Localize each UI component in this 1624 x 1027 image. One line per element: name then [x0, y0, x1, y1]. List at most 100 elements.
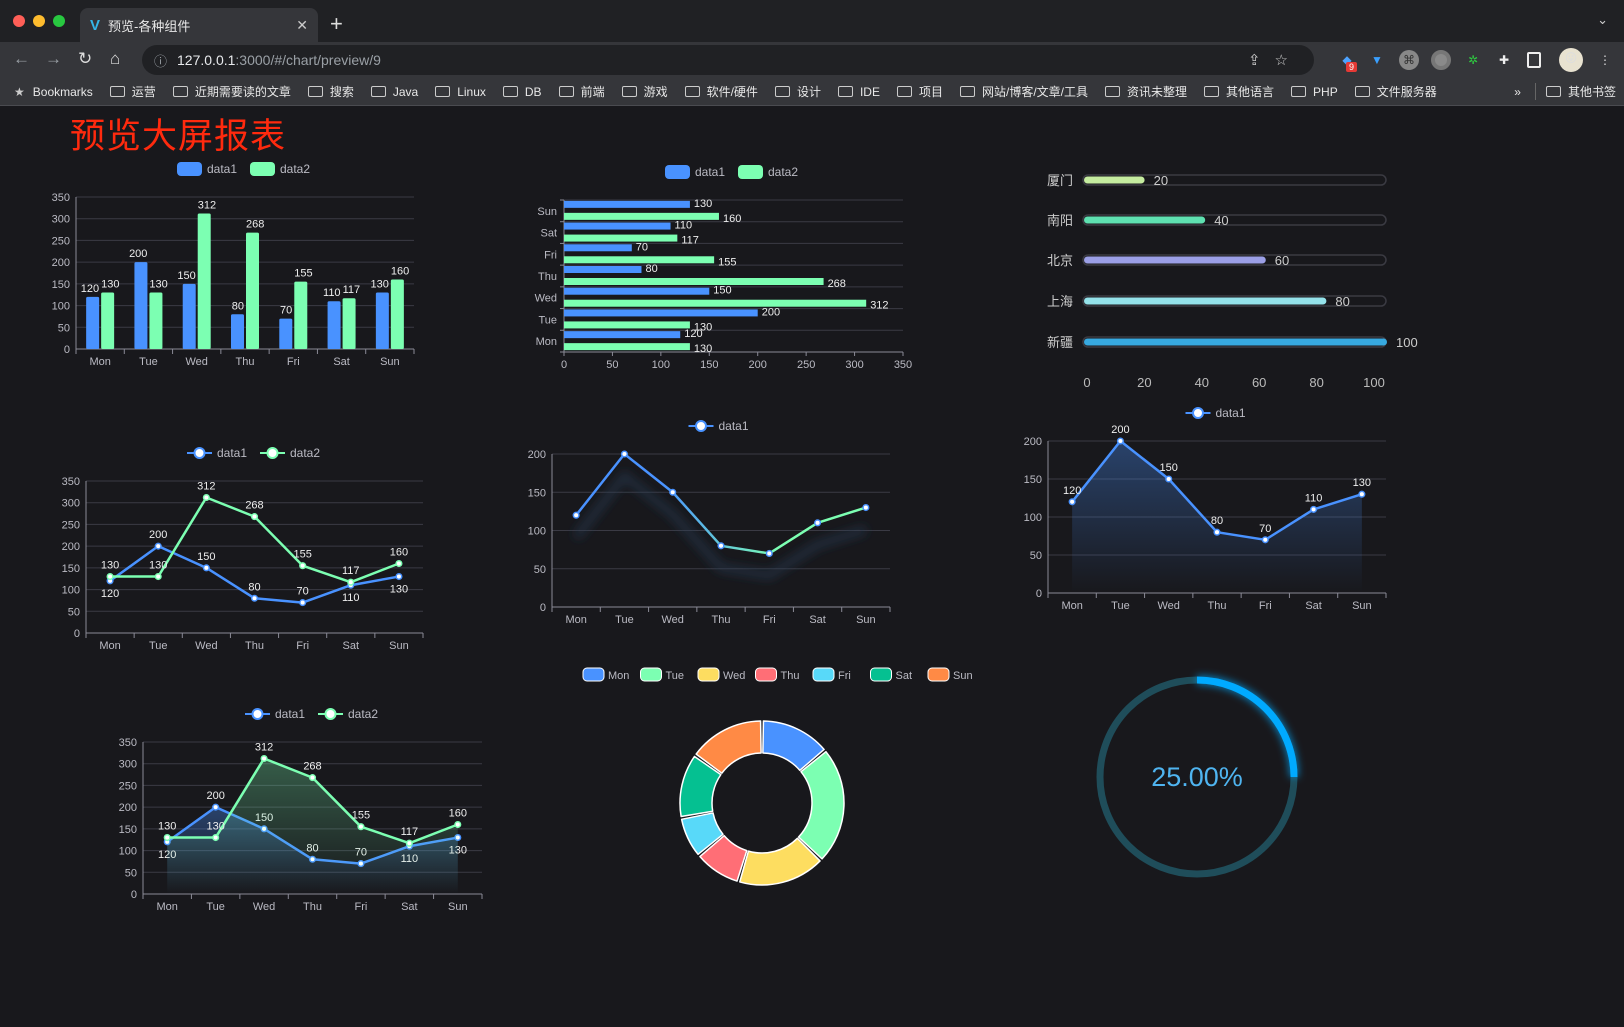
legend-item-data1[interactable]: data1	[177, 162, 237, 176]
close-tab-icon[interactable]: ✕	[296, 16, 308, 33]
extension-badge: 9	[1346, 62, 1358, 72]
legend-item-Fri[interactable]: Fri	[812, 667, 851, 682]
data-point-data2-Sun	[454, 820, 462, 829]
legend-item-Sat[interactable]: Sat	[870, 667, 913, 682]
legend-item-data1[interactable]: data1	[187, 446, 247, 460]
bookmark-label: 文件服务器	[1376, 85, 1437, 99]
record-extension-icon[interactable]	[1431, 50, 1451, 70]
bookmark-folder[interactable]: 软件/硬件	[684, 83, 758, 100]
menu-kebab-icon[interactable]: ⋮	[1599, 53, 1611, 67]
bookmark-folder[interactable]: 其他语言	[1204, 83, 1274, 100]
bar-data2-Sat	[342, 298, 356, 349]
legend-label: Mon	[608, 670, 629, 682]
y-tick-label: 350	[119, 737, 137, 749]
legend-item-Tue[interactable]: Tue	[640, 667, 685, 682]
donut-slice-Thu[interactable]	[699, 834, 748, 882]
progress-value-label: 100	[1396, 335, 1418, 350]
extension-icon[interactable]: ◆	[1342, 53, 1352, 67]
legend-item-Mon[interactable]: Mon	[582, 667, 629, 682]
donut-slice-Sun[interactable]	[695, 720, 762, 774]
legend-swatch-icon	[697, 667, 720, 682]
point-value-label: 80	[248, 581, 260, 593]
x-tick-label: Fri	[355, 901, 368, 913]
bookmark-folder[interactable]: 近期需要读的文章	[172, 83, 291, 100]
bookmark-folder[interactable]: Java	[370, 85, 418, 99]
bookmark-folder[interactable]: IDE	[837, 85, 880, 99]
legend-item-data1[interactable]: data1	[665, 165, 725, 179]
bookmark-folder[interactable]: 资讯未整理	[1105, 83, 1187, 100]
folder-icon	[959, 86, 975, 97]
x-tick-label: 100	[652, 359, 670, 371]
bookmark-folder[interactable]: 搜索	[307, 83, 354, 100]
point-value-label: 130	[158, 821, 176, 833]
close-window-button[interactable]	[13, 15, 25, 27]
point-value-label: 110	[1305, 492, 1323, 504]
extensions-puzzle-icon[interactable]: ✚	[1498, 53, 1510, 67]
star-extension-icon[interactable]: ✲	[1467, 53, 1479, 67]
bookmark-folder[interactable]: DB	[502, 85, 542, 99]
other-bookmarks-folder[interactable]: 其他书签	[1534, 83, 1616, 100]
more-bookmarks-button[interactable]: »	[1514, 84, 1521, 99]
back-icon[interactable]: ←	[13, 49, 30, 68]
data-point-data1-Fri	[765, 549, 773, 558]
bar-value-label: 130	[101, 279, 119, 291]
bookmark-folder[interactable]: 运营	[109, 83, 156, 100]
bar-data2-Sun	[564, 212, 719, 220]
donut-slice-Wed[interactable]	[739, 837, 821, 886]
forward-icon[interactable]: →	[45, 49, 62, 68]
x-tick-label: Thu	[303, 901, 322, 913]
address-bar[interactable]: ⓘ 127.0.0.1 :3000/#/chart/preview/9 ⇪☆	[142, 45, 1314, 75]
profile-avatar[interactable]: 😜	[1559, 48, 1583, 72]
progress-value-label: 60	[1275, 253, 1289, 268]
tab-search-chevron-icon[interactable]: ⌄	[1597, 12, 1608, 27]
donut-slice-Fri[interactable]	[680, 812, 724, 856]
bookmark-folder[interactable]: Linux	[435, 85, 486, 99]
bookmark-star-icon[interactable]: ☆	[1274, 52, 1302, 69]
x-tick-label: 40	[1195, 375, 1209, 390]
new-tab-button[interactable]: +	[330, 11, 343, 36]
bookmarks-star-item[interactable]: ★ Bookmarks	[14, 85, 93, 99]
legend-item-data2[interactable]: data2	[318, 707, 378, 721]
bookmark-folder[interactable]: 网站/博客/文章/工具	[959, 83, 1088, 100]
legend-swatch-icon	[582, 667, 605, 682]
bar-data2-Mon	[564, 343, 690, 351]
minimize-window-button[interactable]	[33, 15, 45, 27]
share-icon[interactable]: ⇪	[1247, 52, 1275, 69]
bookmark-label: Linux	[457, 84, 486, 99]
browser-tab[interactable]: V 预览-各种组件 ✕	[80, 8, 318, 42]
command-extension-icon[interactable]: ⌘	[1399, 50, 1419, 70]
bookmark-folder[interactable]: 前端	[558, 83, 605, 100]
donut-slice-Mon[interactable]	[762, 720, 825, 772]
legend-item-data2[interactable]: data2	[738, 165, 798, 179]
bookmark-folder[interactable]: 项目	[896, 83, 943, 100]
y-tick-label: 150	[1024, 474, 1042, 486]
legend-item-Wed[interactable]: Wed	[697, 667, 745, 682]
point-value-label: 150	[1160, 462, 1178, 474]
bookmark-folder[interactable]: PHP	[1291, 85, 1338, 99]
bar-data2-Wed	[197, 213, 211, 349]
bookmark-folder[interactable]: 游戏	[621, 83, 668, 100]
legend-item-Sun[interactable]: Sun	[927, 667, 973, 682]
info-icon[interactable]: ⓘ	[154, 53, 168, 69]
bookmark-folder[interactable]: 文件服务器	[1354, 83, 1437, 100]
y-tick-label: Sun	[537, 206, 557, 218]
legend-swatch-icon	[177, 162, 202, 176]
legend-item-data1[interactable]: data1	[1185, 406, 1246, 420]
donut-slice-Sat[interactable]	[679, 755, 722, 818]
folder-icon	[109, 86, 125, 97]
legend-item-data1[interactable]: data1	[688, 419, 749, 433]
bookmark-folder[interactable]: 设计	[774, 83, 821, 100]
home-icon[interactable]: ⌂	[110, 49, 121, 68]
donut-slice-Tue[interactable]	[797, 750, 845, 860]
gem-extension-icon[interactable]: ▼	[1371, 53, 1383, 67]
maximize-window-button[interactable]	[53, 15, 65, 27]
legend-circle-icon	[324, 708, 337, 720]
legend-item-data2[interactable]: data2	[250, 162, 310, 176]
legend-item-Thu[interactable]: Thu	[755, 667, 800, 682]
data-point-data1-Tue	[154, 542, 162, 550]
legend-label: data1	[207, 162, 237, 176]
legend-item-data2[interactable]: data2	[260, 446, 320, 460]
legend-item-data1[interactable]: data1	[245, 707, 305, 721]
side-panel-icon[interactable]	[1527, 52, 1541, 68]
reload-icon[interactable]: ↻	[78, 49, 93, 68]
